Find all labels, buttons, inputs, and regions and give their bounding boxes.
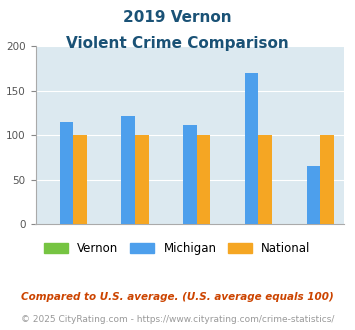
- Bar: [307, 166, 320, 224]
- Text: Compared to U.S. average. (U.S. average equals 100): Compared to U.S. average. (U.S. average …: [21, 292, 334, 302]
- Bar: [197, 135, 210, 224]
- Bar: [183, 125, 197, 224]
- Legend: Vernon, Michigan, National: Vernon, Michigan, National: [39, 237, 316, 260]
- Text: © 2025 CityRating.com - https://www.cityrating.com/crime-statistics/: © 2025 CityRating.com - https://www.city…: [21, 315, 334, 324]
- Text: 2019 Vernon: 2019 Vernon: [123, 10, 232, 25]
- Bar: [73, 135, 87, 224]
- Bar: [121, 116, 135, 224]
- Bar: [245, 73, 258, 224]
- Bar: [258, 135, 272, 224]
- Text: Violent Crime Comparison: Violent Crime Comparison: [66, 36, 289, 51]
- Bar: [60, 122, 73, 224]
- Bar: [135, 135, 148, 224]
- Bar: [320, 135, 334, 224]
